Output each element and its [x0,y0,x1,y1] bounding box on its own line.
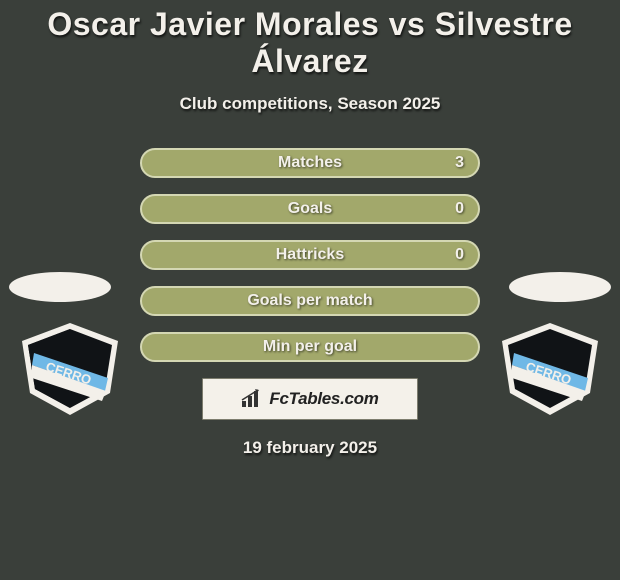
stat-row-hattricks: Hattricks 0 [140,240,480,270]
brand-text: FcTables.com [269,389,378,409]
stat-row-goals: Goals 0 [140,194,480,224]
stat-rows: Matches 3 Goals 0 Hattricks 0 Goals per … [140,148,480,362]
stat-row-goals-per-match: Goals per match [140,286,480,316]
stat-row-min-per-goal: Min per goal [140,332,480,362]
stat-label: Min per goal [263,338,357,356]
club-badge-left: CERRO [20,323,120,415]
bar-chart-icon [241,389,263,409]
stat-row-matches: Matches 3 [140,148,480,178]
shield-icon: CERRO [500,323,600,415]
stat-label: Goals [288,200,332,218]
stat-value-right: 3 [455,154,464,172]
date-stamp: 19 february 2025 [0,438,620,458]
stat-label: Hattricks [276,246,344,264]
page-subtitle: Club competitions, Season 2025 [0,94,620,114]
stat-label: Goals per match [247,292,372,310]
player-avatar-left [9,272,111,302]
stat-value-right: 0 [455,246,464,264]
stat-label: Matches [278,154,342,172]
stat-value-right: 0 [455,200,464,218]
club-badge-right: CERRO [500,323,600,415]
comparison-content: CERRO CERRO Matches 3 Goals 0 Hattricks … [0,148,620,458]
brand-box[interactable]: FcTables.com [202,378,418,420]
player-avatar-right [509,272,611,302]
shield-icon: CERRO [20,323,120,415]
page-title: Oscar Javier Morales vs Silvestre Álvare… [0,0,620,80]
